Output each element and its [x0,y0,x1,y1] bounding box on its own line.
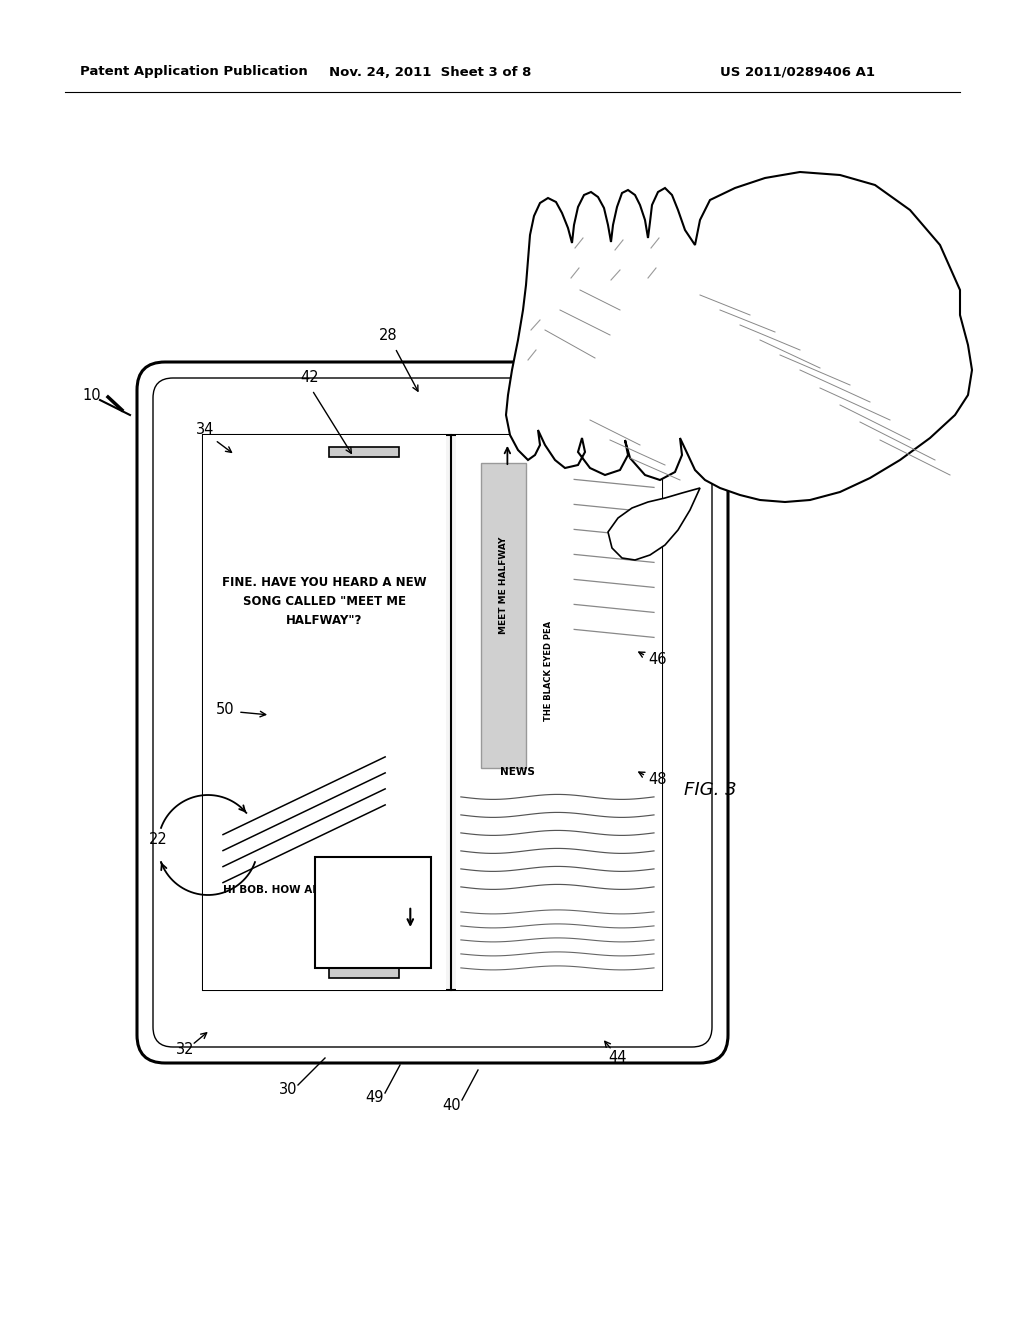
Text: 48: 48 [649,772,668,788]
Bar [329,968,398,978]
Text: Patent Application Publication: Patent Application Publication [80,66,308,78]
Text: 49: 49 [366,1090,384,1106]
Text: 34: 34 [196,422,214,437]
Text: 50: 50 [216,702,234,718]
Bar [480,463,526,768]
Text: HI BOB. HOW ARE YOU?: HI BOB. HOW ARE YOU? [223,886,361,895]
Text: 28: 28 [379,327,397,342]
Text: 44: 44 [608,1051,628,1065]
Text: FIG. 3: FIG. 3 [684,781,736,799]
Text: 30: 30 [279,1082,297,1097]
Text: THE BLACK EYED PEA: THE BLACK EYED PEA [544,620,553,721]
Bar [203,436,445,990]
Bar [456,436,662,990]
Text: US 2011/0289406 A1: US 2011/0289406 A1 [720,66,874,78]
Text: NEWS: NEWS [501,767,536,777]
Polygon shape [506,172,972,502]
FancyBboxPatch shape [137,362,728,1063]
Text: Nov. 24, 2011  Sheet 3 of 8: Nov. 24, 2011 Sheet 3 of 8 [329,66,531,78]
Text: 46: 46 [649,652,668,668]
FancyBboxPatch shape [153,378,712,1047]
Text: 10: 10 [83,388,101,403]
Text: 32: 32 [176,1043,195,1057]
Bar [314,857,431,968]
Text: FINE. HAVE YOU HEARD A NEW
SONG CALLED "MEET ME
HALFWAY"?: FINE. HAVE YOU HEARD A NEW SONG CALLED "… [222,576,427,627]
Bar [329,447,398,457]
Text: MEET ME HALFWAY: MEET ME HALFWAY [499,537,508,634]
Text: 40: 40 [442,1097,462,1113]
Text: 42: 42 [301,371,319,385]
Bar [203,436,662,990]
Polygon shape [608,488,700,560]
Text: 22: 22 [148,833,167,847]
